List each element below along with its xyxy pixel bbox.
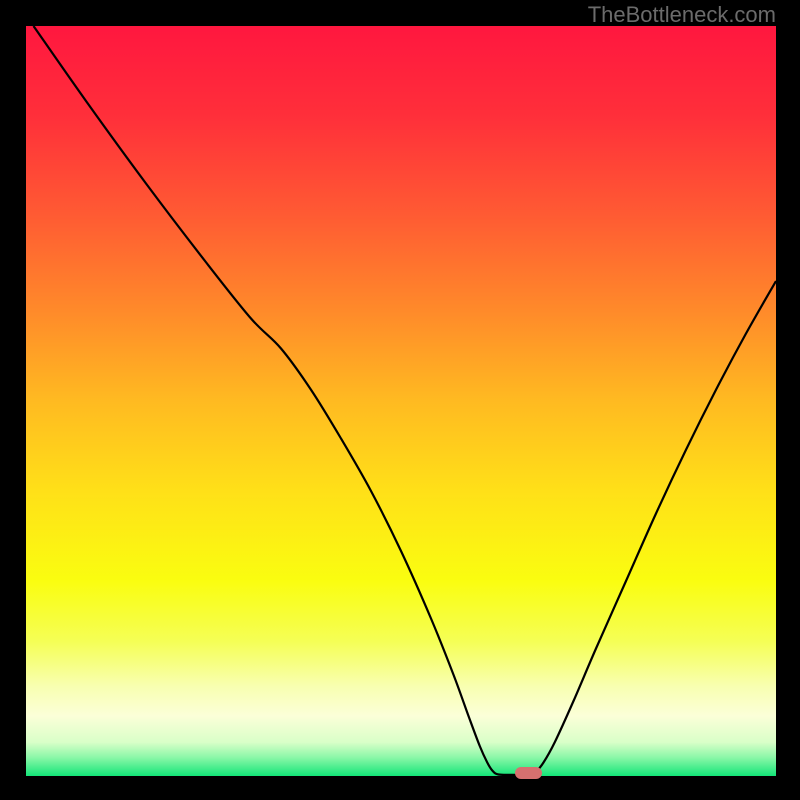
plot-area [26, 26, 776, 776]
optimal-point-marker [515, 767, 542, 779]
bottleneck-curve [26, 26, 776, 776]
watermark-text: TheBottleneck.com [588, 2, 776, 28]
